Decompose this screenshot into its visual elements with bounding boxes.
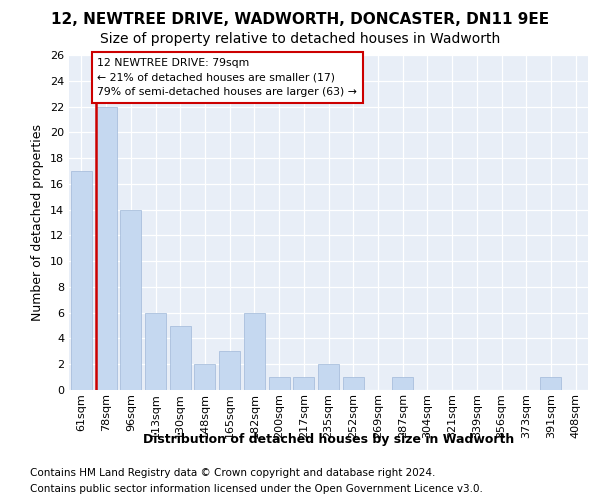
Bar xyxy=(120,210,141,390)
Text: 12 NEWTREE DRIVE: 79sqm
← 21% of detached houses are smaller (17)
79% of semi-de: 12 NEWTREE DRIVE: 79sqm ← 21% of detache… xyxy=(97,58,357,97)
Bar xyxy=(293,377,314,390)
Bar xyxy=(170,326,191,390)
Bar xyxy=(343,377,364,390)
Bar xyxy=(269,377,290,390)
Bar xyxy=(194,364,215,390)
Text: Distribution of detached houses by size in Wadworth: Distribution of detached houses by size … xyxy=(143,432,514,446)
Bar xyxy=(392,377,413,390)
Bar xyxy=(541,377,562,390)
Text: Size of property relative to detached houses in Wadworth: Size of property relative to detached ho… xyxy=(100,32,500,46)
Bar xyxy=(318,364,339,390)
Bar xyxy=(244,312,265,390)
Y-axis label: Number of detached properties: Number of detached properties xyxy=(31,124,44,321)
Bar xyxy=(71,171,92,390)
Text: Contains HM Land Registry data © Crown copyright and database right 2024.: Contains HM Land Registry data © Crown c… xyxy=(30,468,436,477)
Bar xyxy=(145,312,166,390)
Text: 12, NEWTREE DRIVE, WADWORTH, DONCASTER, DN11 9EE: 12, NEWTREE DRIVE, WADWORTH, DONCASTER, … xyxy=(51,12,549,28)
Bar xyxy=(219,352,240,390)
Bar xyxy=(95,106,116,390)
Text: Contains public sector information licensed under the Open Government Licence v3: Contains public sector information licen… xyxy=(30,484,483,494)
